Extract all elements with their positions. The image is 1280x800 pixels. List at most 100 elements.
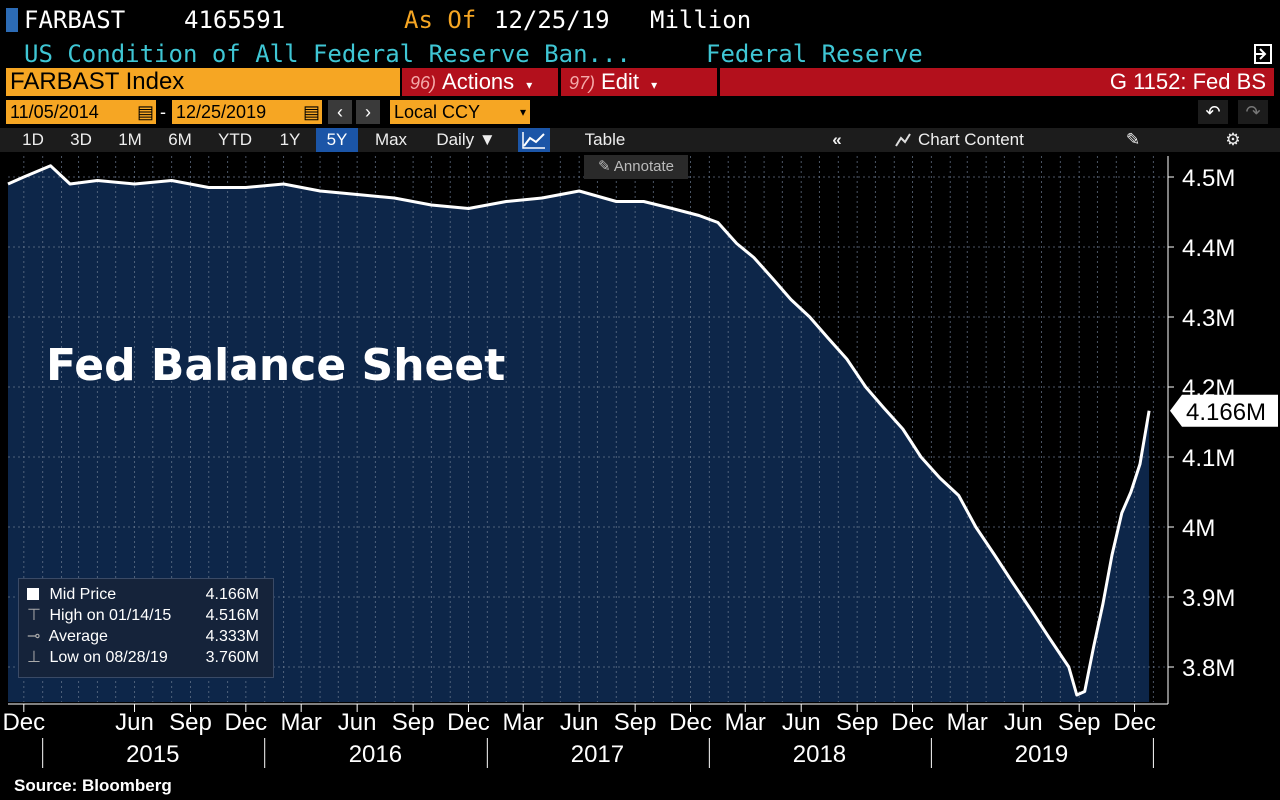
currency-value: Local CCY <box>394 102 481 122</box>
actions-menu[interactable]: 96) Actions ▾ <box>402 68 558 96</box>
legend-high-value: 4.516M <box>205 607 259 624</box>
edit-label: Edit <box>601 69 639 94</box>
x-tick-label: Dec <box>891 709 934 736</box>
y-tick-label: 3.8M <box>1182 655 1235 682</box>
x-year-label: 2015 <box>126 741 179 768</box>
last-value: 4165591 <box>184 6 286 34</box>
calendar-icon[interactable]: ▤ <box>136 102 154 122</box>
start-date-field[interactable]: 11/05/2014 ▤ <box>6 100 156 124</box>
x-tick-label: Mar <box>503 709 544 736</box>
x-year-label: 2018 <box>793 741 846 768</box>
last-value-label: 4.166M <box>1186 399 1266 426</box>
chevron-down-icon: ▾ <box>526 78 533 92</box>
actions-label: Actions <box>442 69 515 94</box>
collapse-icon[interactable]: « <box>832 130 842 149</box>
prev-range-button[interactable]: ‹ <box>328 100 352 124</box>
legend-mid: Mid Price 4.166M <box>27 585 267 605</box>
legend-low: ⊥ Low on 08/28/19 3.760M <box>27 648 267 668</box>
currency-select[interactable]: Local CCY ▾ <box>390 100 530 124</box>
y-tick-label: 4.5M <box>1182 165 1235 192</box>
frequency-select[interactable]: Daily ▼ <box>436 130 496 149</box>
x-tick-label: Jun <box>782 709 821 736</box>
ticker-marker <box>6 8 18 32</box>
x-year-label: 2016 <box>349 741 402 768</box>
x-tick-label: Sep <box>392 709 435 736</box>
start-date-value: 11/05/2014 <box>10 102 99 122</box>
x-tick-label: Mar <box>281 709 322 736</box>
x-tick-label: Sep <box>614 709 657 736</box>
redo-button[interactable]: ↷ <box>1238 100 1268 124</box>
y-tick-label: 4M <box>1182 515 1215 542</box>
x-tick-label: Sep <box>1058 709 1101 736</box>
ticker-symbol[interactable]: FARBAST <box>24 6 126 34</box>
legend-average-label: Average <box>48 628 108 645</box>
line-chart-icon[interactable] <box>518 128 550 152</box>
end-date-field[interactable]: 12/25/2019 ▤ <box>172 100 322 124</box>
x-tick-label: Dec <box>669 709 712 736</box>
y-tick-label: 4.1M <box>1182 445 1235 472</box>
high-marker-icon: ⊤ <box>27 607 41 624</box>
legend-mid-value: 4.166M <box>205 586 259 603</box>
chart-content-icon[interactable] <box>890 128 916 152</box>
function-label: G 1152: Fed BS <box>720 68 1274 96</box>
y-tick-label: 4.3M <box>1182 305 1235 332</box>
tab-5y[interactable]: 5Y <box>316 128 358 152</box>
legend-low-label: Low on 08/28/19 <box>49 649 168 666</box>
calendar-icon[interactable]: ▤ <box>302 102 320 122</box>
tab-3d[interactable]: 3D <box>70 130 92 149</box>
header-description-row: US Condition of All Federal Reserve Ban.… <box>0 40 1280 68</box>
edit-menu[interactable]: 97) Edit ▾ <box>561 68 717 96</box>
x-year-label: 2019 <box>1015 741 1068 768</box>
edit-chart-icon[interactable]: ✎ <box>1125 130 1141 149</box>
series-area <box>8 165 1150 703</box>
annotate-button[interactable]: ✎ Annotate <box>584 155 688 179</box>
actions-number: 96) <box>410 73 437 93</box>
legend-high-label: High on 01/14/15 <box>49 607 172 624</box>
last-value-box <box>1170 394 1278 427</box>
average-marker-icon: ⊸ <box>27 628 41 645</box>
end-date-value: 12/25/2019 <box>176 102 267 122</box>
tab-max[interactable]: Max <box>374 130 408 149</box>
checkbox-icon[interactable] <box>27 588 39 600</box>
x-tick-label: Dec <box>224 709 267 736</box>
edit-number: 97) <box>569 73 596 93</box>
next-range-button[interactable]: › <box>356 100 380 124</box>
as-of-label: As Of <box>404 6 477 34</box>
x-tick-label: Dec <box>447 709 490 736</box>
tab-ytd[interactable]: YTD <box>218 130 252 149</box>
as-of-date: 12/25/19 <box>494 6 610 34</box>
y-tick-label: 4.4M <box>1182 235 1235 262</box>
undo-button[interactable]: ↶ <box>1198 100 1228 124</box>
x-tick-label: Jun <box>560 709 599 736</box>
x-tick-label: Mar <box>947 709 988 736</box>
chart-content-button[interactable]: Chart Content <box>918 130 1024 149</box>
chart-title: Fed Balance Sheet <box>46 340 506 391</box>
export-icon[interactable] <box>1252 42 1274 66</box>
period-tabs: 1D 3D 1M 6M YTD 1Y 5Y Max Daily ▼ Table … <box>0 128 1280 152</box>
date-separator: - <box>160 102 166 122</box>
x-tick-label: Sep <box>836 709 879 736</box>
chevron-left-icon: ‹ <box>337 102 343 122</box>
x-tick-label: Sep <box>169 709 212 736</box>
tab-1d[interactable]: 1D <box>22 130 44 149</box>
chevron-down-icon: ▾ <box>519 105 526 119</box>
tab-1m[interactable]: 1M <box>118 130 142 149</box>
unit-label: Million <box>650 6 752 34</box>
header-ticker-row: FARBAST 4165591 As Of 12/25/19 Million <box>0 0 1280 40</box>
x-tick-label: Jun <box>338 709 377 736</box>
chevron-down-icon: ▾ <box>651 78 658 92</box>
table-button[interactable]: Table <box>584 130 626 149</box>
source-name: Federal Reserve <box>706 40 923 68</box>
x-tick-label: Dec <box>2 709 45 736</box>
gear-icon[interactable]: ⚙ <box>1225 130 1241 149</box>
pencil-icon: ✎ <box>598 158 611 175</box>
tab-1y[interactable]: 1Y <box>279 130 301 149</box>
legend-low-value: 3.760M <box>205 649 259 666</box>
x-tick-label: Mar <box>725 709 766 736</box>
x-year-label: 2017 <box>571 741 624 768</box>
security-input[interactable]: FARBAST Index <box>6 68 400 96</box>
undo-icon: ↶ <box>1205 102 1221 122</box>
tab-6m[interactable]: 6M <box>168 130 192 149</box>
annotate-label: Annotate <box>613 158 674 175</box>
